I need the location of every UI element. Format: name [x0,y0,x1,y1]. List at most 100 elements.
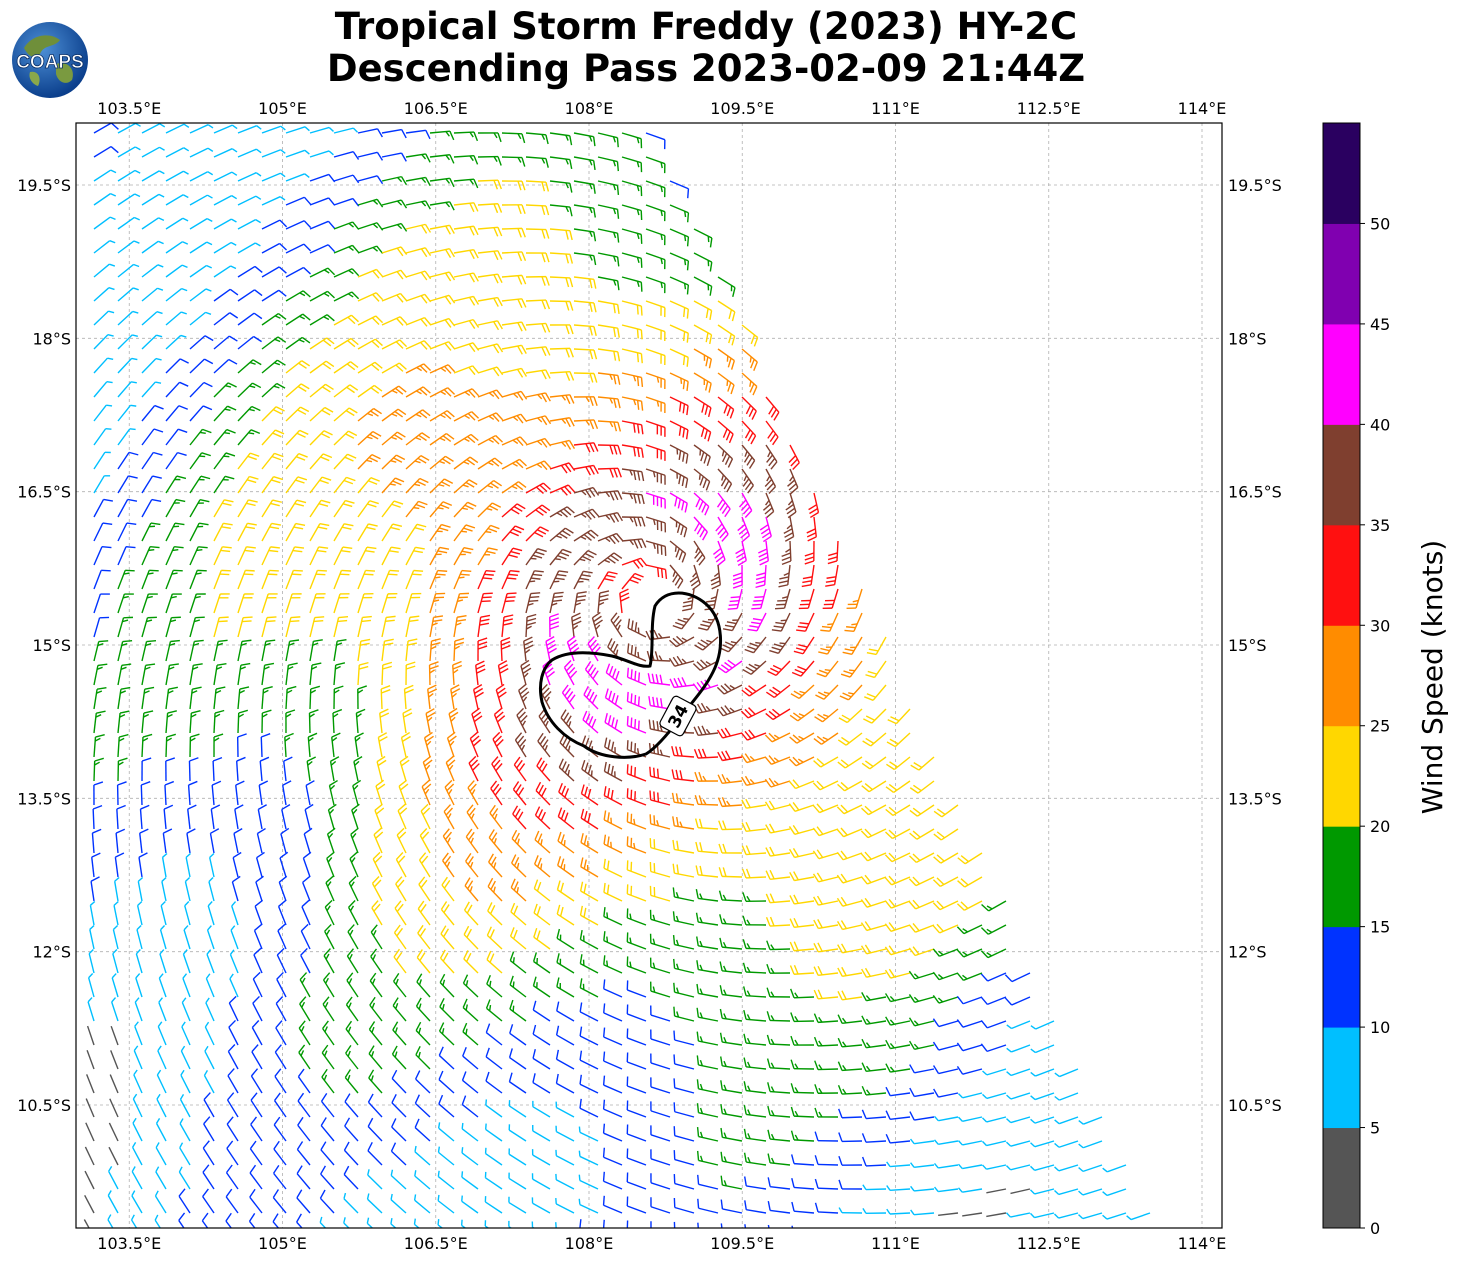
wind-barb [861,1015,887,1025]
wind-barb [767,1129,791,1142]
wind-barb [374,803,385,830]
wind-barb [621,180,643,197]
wind-barb [381,128,407,139]
wind-barb [477,480,503,494]
wind-barb [694,636,719,651]
wind-barb [189,733,200,758]
wind-barb [716,683,743,695]
wind-barb [525,548,547,566]
wind-barb [84,1194,95,1214]
wind-barb [740,707,767,719]
wind-barb [573,464,599,476]
wind-barb [812,849,839,860]
wind-barb [648,719,671,734]
wind-barb [563,660,578,686]
wind-barb [405,340,432,350]
wind-barb [501,344,527,355]
wind-barb [357,685,367,710]
wind-barb [741,468,754,494]
wind-barb [302,851,312,878]
wind-barb [261,196,286,206]
wind-barb [957,1187,983,1193]
wind-barb [573,419,599,430]
wind-barb [573,228,597,242]
wind-barb [226,1092,239,1118]
wind-barb [626,956,647,974]
wind-barb [343,1217,350,1228]
wind-barb [790,988,815,999]
wind-barb [743,1104,767,1118]
wind-barb [767,1224,770,1228]
wind-barb [566,635,580,662]
wind-barb [285,429,309,446]
wind-barb [139,804,150,830]
wind-barb [261,593,278,614]
wind-barb [421,779,432,806]
wind-barb [717,773,743,785]
wind-barb [932,971,959,981]
wind-barb [765,684,791,698]
wind-barb [621,204,643,221]
wind-barb [309,173,336,183]
wind-barb [381,592,398,614]
wind-barb [556,1001,575,1022]
wind-barb [367,1093,383,1118]
wind-barb [908,1017,935,1027]
wind-barb [579,929,599,950]
wind-barb [909,1138,935,1145]
wind-barb [649,790,671,806]
wind-barb [717,276,736,297]
wind-barb [669,252,690,271]
lon-tick-top: 106.5°E [404,99,468,118]
wind-barb [117,310,139,326]
wind-barb [597,552,623,566]
wind-barb [371,876,383,902]
wind-barb [141,569,159,590]
wind-barb [285,126,310,134]
wind-barb [285,546,305,566]
wind-barb [555,1025,575,1046]
wind-barb [696,1103,719,1118]
wind-barb [453,272,479,283]
wind-barb [621,156,643,173]
wind-barb [767,660,791,677]
wind-barb [357,338,383,350]
wind-barb [165,194,189,206]
wind-barb [93,240,116,254]
wind-barb [764,755,791,765]
wind-barb [165,358,189,374]
wind-barb [405,363,432,374]
wind-barb [237,289,263,302]
wind-barb [284,732,294,758]
wind-barb [908,970,935,980]
wind-barb [93,123,119,134]
wind-barb [225,1188,239,1214]
wind-barb [720,1175,743,1190]
wind-barb [602,1099,623,1118]
wind-barb [549,527,574,542]
wind-barb [626,1148,647,1166]
wind-barb [815,1231,838,1237]
wind-barb [357,430,382,446]
wind-barb [764,732,791,743]
colorbar-tick: 10 [1370,1018,1390,1037]
wind-barb [141,593,158,614]
wind-barb [813,1036,839,1047]
wind-barb [381,454,406,470]
wind-barb [790,1106,815,1118]
wind-barb [213,733,224,758]
wind-barb [671,746,695,758]
wind-barb [790,1012,815,1023]
wind-barb [695,912,719,926]
wind-barb [402,708,413,734]
wind-barb [765,396,780,421]
wind-barb [367,1141,383,1166]
wind-barb [285,173,310,182]
wind-barb [372,851,383,878]
wind-barb [549,570,569,590]
wind-barb [213,288,239,302]
wind-barb [695,888,719,902]
wind-barb [93,380,113,398]
wind-barb [309,639,323,662]
wind-barb [141,381,162,398]
